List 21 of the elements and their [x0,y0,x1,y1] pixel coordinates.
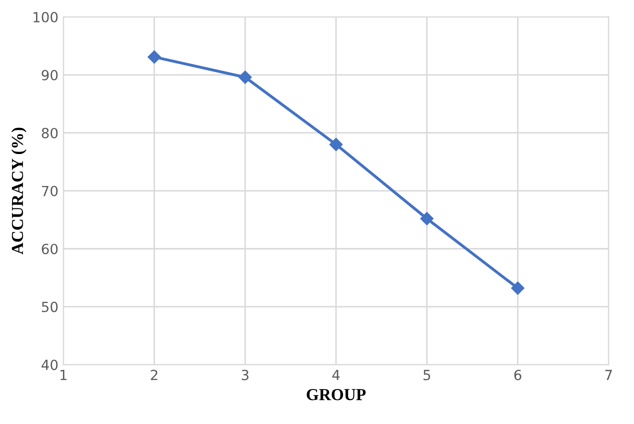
y-tick-label: 40 [42,360,58,370]
point [329,138,343,152]
x-tick-label: 1 [60,370,67,380]
x-axis-title: GROUP [306,389,366,400]
y-tick-label: 70 [42,186,58,196]
x-tick-label: 4 [332,370,340,380]
y-axis-title: ACCURACY (%) [11,128,26,254]
y-tick-label: 60 [42,244,58,254]
x-tick-label: 5 [424,370,430,380]
y-tick-label: 90 [42,70,58,80]
x-tick-label: 2 [150,370,158,380]
y-tick-label: 100 [34,12,58,22]
x-tick-label: 3 [242,370,248,380]
x-tick-label: 7 [605,370,612,380]
y-tick-label: 50 [42,302,58,312]
x-tick-label: 6 [514,370,522,380]
point [511,282,524,295]
point [238,70,252,84]
y-tick-label: 80 [42,128,58,138]
point [420,212,434,226]
point [148,50,161,64]
